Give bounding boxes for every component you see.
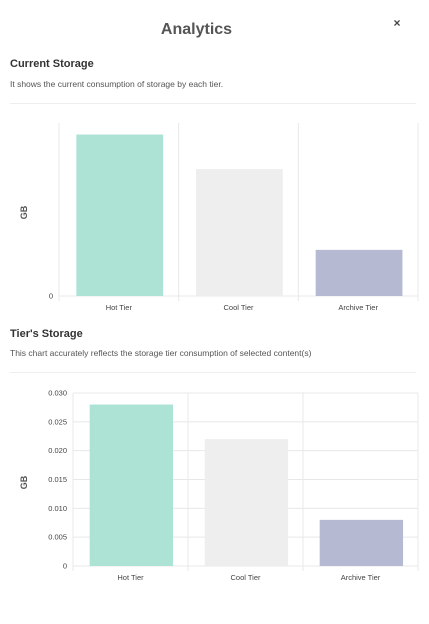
y-tick-label: 0 bbox=[63, 562, 67, 571]
y-tick-label: 0.025 bbox=[48, 417, 67, 426]
y-axis-title: GB bbox=[19, 205, 29, 219]
y-tick-label: 0.010 bbox=[48, 504, 67, 513]
modal-title: Analytics bbox=[160, 21, 233, 38]
tiers-storage-description: This chart accurately reflects the stora… bbox=[10, 348, 312, 358]
x-category-label: Hot Tier bbox=[106, 303, 133, 312]
bar-archive-tier[interactable] bbox=[315, 249, 403, 296]
y-tick-label: 0.015 bbox=[48, 475, 67, 484]
y-tick-label: 0.020 bbox=[48, 446, 67, 455]
current-storage-title: Current Storage bbox=[10, 58, 94, 70]
y-tick-label: 0 bbox=[49, 292, 53, 301]
x-category-label: Hot Tier bbox=[117, 573, 144, 582]
bar-cool-tier[interactable] bbox=[196, 169, 283, 296]
current-storage-description: It shows the current consumption of stor… bbox=[10, 79, 224, 89]
x-category-label: Archive Tier bbox=[338, 303, 378, 312]
close-icon[interactable]: × bbox=[393, 16, 401, 30]
y-tick-label: 0.030 bbox=[48, 389, 67, 398]
x-category-label: Archive Tier bbox=[341, 573, 381, 582]
x-category-label: Cool Tier bbox=[230, 573, 261, 582]
bar-archive-tier[interactable] bbox=[319, 519, 404, 566]
tiers-storage-chart: 0 0.005 0.010 0.015 0.020 0.025 0.030 Hot Tier C… bbox=[19, 389, 419, 582]
section-divider bbox=[10, 372, 416, 373]
x-category-label: Cool Tier bbox=[223, 303, 254, 312]
y-axis-title: GB bbox=[19, 475, 29, 489]
bar-cool-tier[interactable] bbox=[204, 439, 289, 566]
y-tick-label: 0.005 bbox=[48, 533, 67, 542]
tiers-storage-title: Tier's Storage bbox=[10, 328, 83, 340]
bar-hot-tier[interactable] bbox=[76, 134, 164, 296]
section-divider bbox=[10, 103, 416, 104]
bar-hot-tier[interactable] bbox=[89, 404, 174, 566]
current-storage-chart: 0 Hot Tier Cool Tier Archive Tier GB bbox=[19, 123, 419, 312]
